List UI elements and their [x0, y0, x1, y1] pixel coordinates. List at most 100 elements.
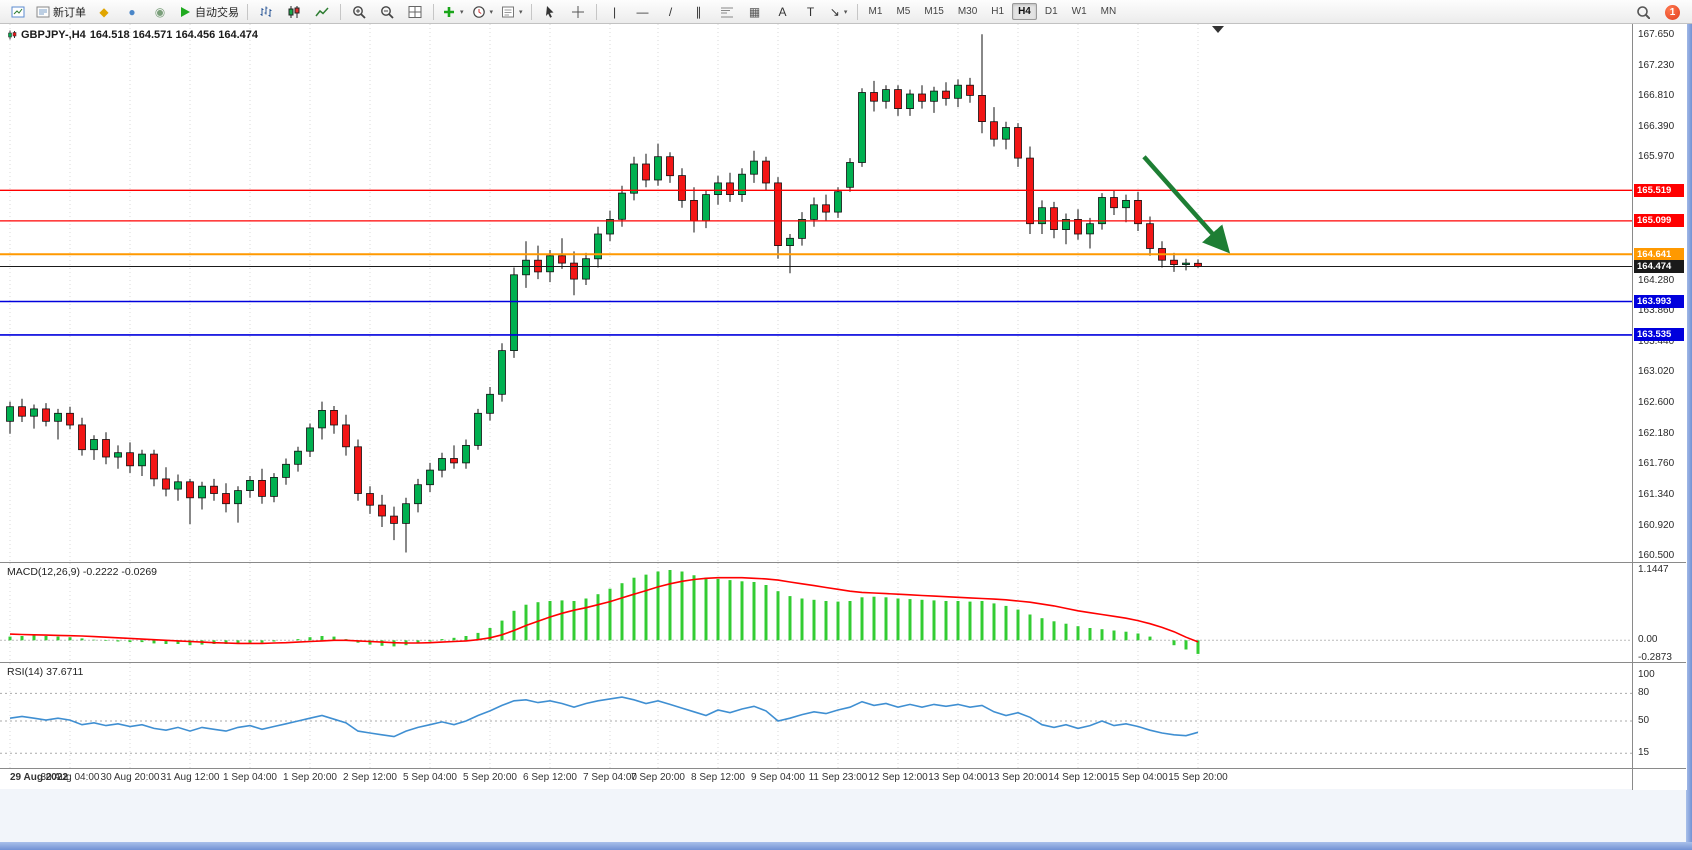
main-price-chart[interactable] [0, 24, 1632, 562]
fibonacci-icon [720, 7, 733, 17]
level-price-tag[interactable]: 164.641 [1634, 248, 1684, 261]
indicators-icon [444, 6, 454, 17]
new-chart-button[interactable] [4, 1, 32, 23]
macd-values: -0.2222 -0.0269 [82, 566, 158, 578]
timeframe-button-D1[interactable]: D1 [1044, 6, 1058, 17]
crosshair-button[interactable] [564, 1, 592, 23]
horizontal-level-lines[interactable] [0, 189, 1632, 336]
vertical-line-icon: | [612, 4, 617, 19]
text-label-button[interactable]: T [797, 1, 825, 23]
horizontal-line-button[interactable]: — [629, 1, 657, 23]
metaeditor-button[interactable]: ◆ [90, 1, 118, 23]
time-axis-label: 2 Sep 12:00 [343, 772, 397, 783]
indicators-button[interactable]: ▾ [438, 1, 468, 23]
symbol-title: GBPJPY-,H4 [21, 29, 86, 41]
time-axis-label: 15 Sep 20:00 [1168, 772, 1228, 783]
timeframe-button-H1[interactable]: H1 [991, 6, 1005, 17]
arrows-button[interactable]: ↘ ▾ [825, 1, 853, 23]
current-price-tag[interactable]: 164.474 [1634, 260, 1684, 273]
periods-button[interactable]: ▾ [468, 1, 498, 23]
panel-separator[interactable] [0, 768, 1686, 769]
new-order-button[interactable]: 新订单 [32, 1, 90, 23]
macd-indicator-panel[interactable] [0, 563, 1632, 662]
timeframe-button-MN[interactable]: MN [1100, 6, 1117, 17]
toolbar-buttons-group: 新订单 ◆ ● ◉ 自动交易 ▾ ▾ ▾ | — / ∥ ▦ A T ↘ ▾ M1 M5 M15 M30 H1 H4 D1 W1… [4, 0, 1123, 24]
tile-windows-icon [408, 5, 422, 18]
grid-lines [9, 663, 1199, 768]
zoom-out-button[interactable] [373, 1, 401, 23]
price-axis-tick: 162.180 [1638, 428, 1675, 439]
window-bottom-area [0, 789, 1686, 842]
ohlc-values: 164.518 164.571 164.456 164.474 [89, 29, 259, 41]
bar-chart-button[interactable] [252, 1, 280, 23]
timeframe-button-M30[interactable]: M30 [957, 6, 978, 17]
timeframe-button-M1[interactable]: M1 [868, 6, 883, 17]
new-chart-icon [11, 6, 25, 17]
level-price-tag[interactable]: 165.099 [1634, 214, 1684, 227]
time-axis-label: 30 Aug 20:00 [100, 772, 160, 783]
panel-separator[interactable] [0, 662, 1686, 663]
candle-chart-button[interactable] [280, 1, 308, 23]
time-axis-label: 13 Sep 20:00 [988, 772, 1048, 783]
toolbar-right-group: 1 [1629, 2, 1680, 22]
rsi-indicator-panel[interactable] [0, 663, 1632, 768]
chart-title: GBPJPY-,H4 164.518 164.571 164.456 164.4… [7, 29, 258, 41]
price-axis-tick: 160.920 [1638, 520, 1675, 531]
vertical-line-button[interactable]: | [601, 1, 629, 23]
toolbar-separator [247, 3, 248, 20]
shapes-button[interactable]: ▦ [741, 1, 769, 23]
rsi-axis-tick: 80 [1638, 687, 1650, 698]
time-axis-label: 8 Sep 12:00 [691, 772, 745, 783]
fibonacci-button[interactable] [713, 1, 741, 23]
time-axis-label: 14 Sep 12:00 [1048, 772, 1108, 783]
price-axis-tick: 165.970 [1638, 151, 1675, 162]
text-icon: A [778, 4, 787, 19]
text-button[interactable]: A [769, 1, 797, 23]
trendline-button[interactable]: / [657, 1, 685, 23]
notification-badge[interactable]: 1 [1665, 4, 1680, 20]
chart-shift-marker-icon[interactable] [1212, 26, 1224, 33]
line-chart-button[interactable] [308, 1, 336, 23]
time-axis-label: 15 Sep 04:00 [1108, 772, 1168, 783]
price-axis-tick: 164.280 [1638, 275, 1675, 286]
dropdown-caret-icon: ▾ [489, 8, 494, 16]
timeframe-button-W1[interactable]: W1 [1071, 6, 1087, 17]
time-axis-label: 1 Sep 04:00 [223, 772, 277, 783]
search-icon[interactable] [1629, 1, 1657, 23]
level-price-tag[interactable]: 163.535 [1634, 328, 1684, 341]
zoom-out-icon [381, 5, 394, 19]
time-axis-label: 29 Aug 2022 [10, 772, 68, 783]
trend-arrow-annotation[interactable] [1142, 155, 1231, 254]
timeframe-button-H4[interactable]: H4 [1012, 3, 1037, 20]
rsi-axis-tick: 15 [1638, 747, 1650, 758]
price-axis-tick: 161.760 [1638, 458, 1675, 469]
new-order-icon [36, 6, 50, 17]
community-button[interactable]: ◉ [146, 1, 174, 23]
level-price-tag[interactable]: 165.519 [1634, 184, 1684, 197]
trendline-icon: / [668, 4, 673, 19]
line-chart-icon [315, 6, 329, 16]
channel-button[interactable]: ∥ [685, 1, 713, 23]
time-axis-label: 11 Sep 23:00 [808, 772, 868, 783]
panel-separator[interactable] [0, 562, 1686, 563]
cursor-button[interactable] [536, 1, 564, 23]
rsi-axis-tick: 100 [1638, 669, 1655, 680]
rsi-name: RSI(14) [7, 666, 44, 678]
toolbar-separator [595, 3, 597, 20]
autotrading-button[interactable]: 自动交易 [174, 1, 243, 23]
timeframe-button-M5[interactable]: M5 [896, 6, 911, 17]
toolbar-separator [433, 3, 434, 20]
level-price-tag[interactable]: 163.993 [1634, 295, 1684, 308]
time-axis: 29 Aug 2022 30 Aug 04:00 30 Aug 20:00 31 Au… [0, 769, 1632, 789]
tile-windows-button[interactable] [401, 1, 429, 23]
zoom-in-button[interactable] [345, 1, 373, 23]
market-button[interactable]: ● [118, 1, 146, 23]
price-axis-tick: 162.600 [1638, 397, 1675, 408]
time-axis-label: 31 Aug 12:00 [160, 772, 220, 783]
macd-axis-tick: 1.1447 [1638, 564, 1669, 575]
timeframe-button-M15[interactable]: M15 [924, 6, 944, 17]
templates-button[interactable]: ▾ [497, 1, 527, 23]
new-order-label: 新订单 [53, 6, 86, 19]
candlesticks [6, 34, 1202, 553]
grid-lines [9, 563, 1199, 662]
